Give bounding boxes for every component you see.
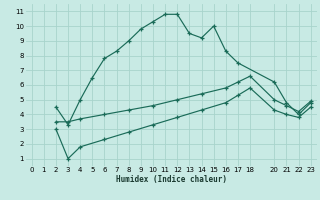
X-axis label: Humidex (Indice chaleur): Humidex (Indice chaleur): [116, 175, 227, 184]
